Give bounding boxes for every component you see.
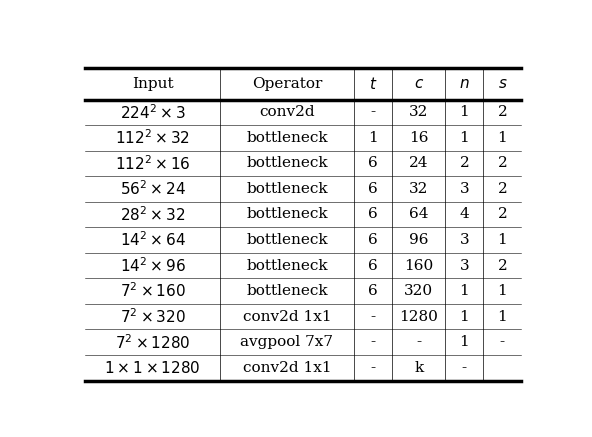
Text: $1 \times 1 \times 1280$: $1 \times 1 \times 1280$: [104, 360, 201, 376]
Text: 4: 4: [459, 208, 469, 222]
Text: $14^2 \times 96$: $14^2 \times 96$: [120, 256, 186, 275]
Text: 1: 1: [459, 284, 469, 298]
Text: $s$: $s$: [497, 76, 507, 90]
Text: $t$: $t$: [369, 76, 377, 92]
Text: -: -: [371, 361, 376, 375]
Text: 32: 32: [409, 182, 429, 196]
Text: $n$: $n$: [459, 76, 469, 90]
Text: 320: 320: [404, 284, 433, 298]
Text: 1280: 1280: [399, 310, 438, 324]
Text: -: -: [416, 335, 422, 349]
Text: 6: 6: [368, 208, 378, 222]
Text: Input: Input: [132, 76, 173, 90]
Text: 2: 2: [497, 156, 507, 170]
Text: bottleneck: bottleneck: [246, 182, 328, 196]
Text: avgpool 7x7: avgpool 7x7: [240, 335, 333, 349]
Text: 96: 96: [409, 233, 429, 247]
Text: 1: 1: [497, 233, 507, 247]
Text: 32: 32: [409, 105, 429, 119]
Text: $7^2 \times 160$: $7^2 \times 160$: [120, 282, 185, 301]
Text: bottleneck: bottleneck: [246, 131, 328, 145]
Text: 64: 64: [409, 208, 429, 222]
Text: 2: 2: [497, 259, 507, 273]
Text: 3: 3: [459, 233, 469, 247]
Text: k: k: [414, 361, 423, 375]
Text: conv2d 1x1: conv2d 1x1: [243, 310, 332, 324]
Text: bottleneck: bottleneck: [246, 233, 328, 247]
Text: 1: 1: [459, 105, 469, 119]
Text: 24: 24: [409, 156, 429, 170]
Text: 1: 1: [459, 131, 469, 145]
Text: 1: 1: [497, 310, 507, 324]
Text: Operator: Operator: [252, 76, 322, 90]
Text: $56^2 \times 24$: $56^2 \times 24$: [120, 180, 186, 198]
Text: -: -: [500, 335, 505, 349]
Text: 6: 6: [368, 233, 378, 247]
Text: $14^2 \times 64$: $14^2 \times 64$: [120, 231, 186, 250]
Text: 1: 1: [497, 284, 507, 298]
Text: 6: 6: [368, 182, 378, 196]
Text: $7^2 \times 1280$: $7^2 \times 1280$: [115, 333, 191, 351]
Text: 2: 2: [497, 105, 507, 119]
Text: $28^2 \times 32$: $28^2 \times 32$: [120, 205, 185, 224]
Text: conv2d: conv2d: [259, 105, 315, 119]
Text: 1: 1: [459, 335, 469, 349]
Text: 2: 2: [497, 182, 507, 196]
Text: -: -: [371, 310, 376, 324]
Text: 160: 160: [404, 259, 433, 273]
Text: 6: 6: [368, 259, 378, 273]
Text: 16: 16: [409, 131, 429, 145]
Text: 6: 6: [368, 156, 378, 170]
Text: $7^2 \times 320$: $7^2 \times 320$: [120, 307, 185, 326]
Text: 2: 2: [497, 208, 507, 222]
Text: 2: 2: [459, 156, 469, 170]
Text: -: -: [371, 105, 376, 119]
Text: -: -: [371, 335, 376, 349]
Text: 1: 1: [459, 310, 469, 324]
Text: 3: 3: [459, 259, 469, 273]
Text: 6: 6: [368, 284, 378, 298]
Text: $c$: $c$: [414, 76, 424, 90]
Text: 1: 1: [497, 131, 507, 145]
Text: 3: 3: [459, 182, 469, 196]
Text: $112^2 \times 16$: $112^2 \times 16$: [115, 154, 191, 173]
Text: bottleneck: bottleneck: [246, 208, 328, 222]
Text: bottleneck: bottleneck: [246, 284, 328, 298]
Text: conv2d 1x1: conv2d 1x1: [243, 361, 332, 375]
Text: bottleneck: bottleneck: [246, 259, 328, 273]
Text: $224^2 \times 3$: $224^2 \times 3$: [120, 103, 185, 121]
Text: $112^2 \times 32$: $112^2 \times 32$: [115, 128, 190, 147]
Text: bottleneck: bottleneck: [246, 156, 328, 170]
Text: -: -: [462, 361, 467, 375]
Text: 1: 1: [368, 131, 378, 145]
